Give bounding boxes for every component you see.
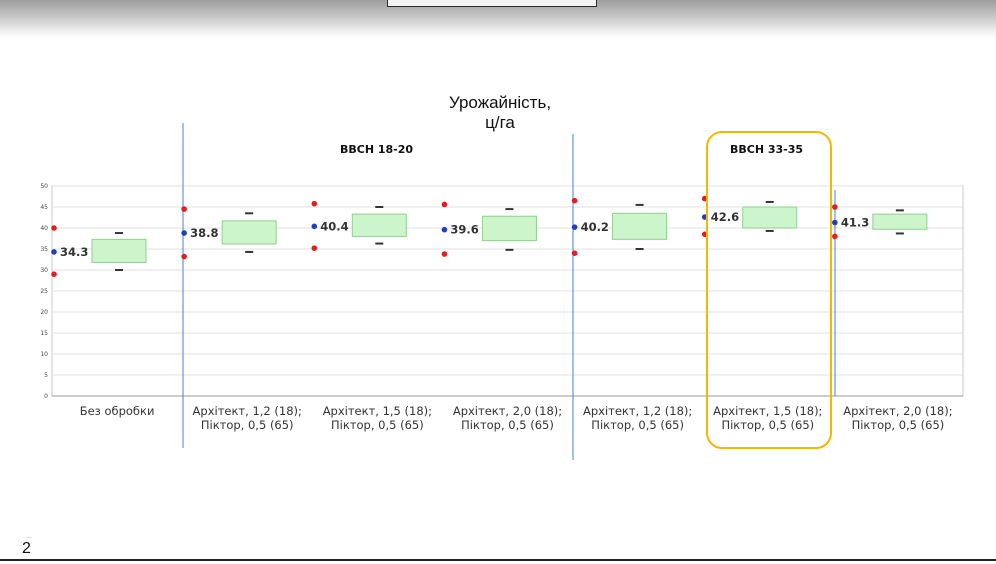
mean-point [832,219,838,226]
max-point [832,204,838,210]
y-tick-label: 10 [40,351,48,358]
y-tick-label: 15 [40,330,48,337]
mean-value-label: 38.8 [190,226,218,240]
category-label: Архітект, 1,5 (18); Піктор, 0,5 (65) [323,404,432,432]
category-label: Архітект, 1,2 (18); Піктор, 0,5 (65) [193,404,302,432]
min-point [181,253,187,260]
y-tick-label: 50 [40,183,48,190]
slide-number: 2 [22,540,31,557]
min-point [311,245,318,251]
mean-value-label: 34.3 [60,245,88,259]
category-label: Архітект, 1,2 (18); Піктор, 0,5 (65) [583,404,692,432]
chart-title-line-2: ц/га [485,113,515,132]
mean-value-label: 40.4 [320,219,348,233]
range-box [872,213,928,230]
range-box [481,215,537,242]
bottom-rule [0,559,996,561]
mean-value-label: 41.3 [841,216,869,230]
category-label: Архітект, 2,0 (18); Піктор, 0,5 (65) [843,404,952,432]
stage-label-33-35: BBCH 33-35 [730,143,804,156]
mean-point [311,223,318,230]
y-tick-label: 5 [44,372,48,379]
y-tick-label: 35 [40,246,48,253]
top-tab [387,0,597,7]
min-point [571,250,578,256]
mean-value-label: 40.2 [581,220,609,234]
mean-point [441,226,448,233]
chart-title-line-1: Урожайність, [448,93,552,112]
min-point [832,233,838,240]
max-point [571,197,578,204]
min-point [441,251,448,257]
y-tick-label: 0 [44,393,48,400]
range-box [742,206,798,229]
slide-number-mark: … [26,534,32,540]
range-box [612,212,668,240]
range-box [91,238,147,263]
stage-label-18-20: BBCH 18-20 [340,143,414,156]
y-tick-label: 40 [40,225,48,232]
category-label: Архітект, 2,0 (18); Піктор, 0,5 (65) [453,404,562,432]
mean-value-label: 39.6 [450,223,478,237]
max-point [311,200,318,207]
highlight-frame [706,131,832,449]
mean-point [571,224,578,230]
range-box [351,213,407,237]
mean-point [51,249,57,255]
max-point [181,206,187,212]
range-box [221,220,277,245]
y-tick-label: 20 [40,309,48,316]
max-point [441,201,448,208]
mean-value-label: 42.6 [711,210,739,224]
y-tick-label: 30 [40,267,48,274]
y-tick-label: 45 [40,204,48,211]
chart-title: Урожайність, ц/га [410,93,590,133]
category-label: Без обробки [80,404,155,418]
category-label: Архітект, 1,5 (18); Піктор, 0,5 (65) [713,404,822,432]
mean-point [181,230,187,236]
min-point [51,271,57,278]
y-tick-label: 25 [40,288,48,295]
max-point [51,225,57,231]
